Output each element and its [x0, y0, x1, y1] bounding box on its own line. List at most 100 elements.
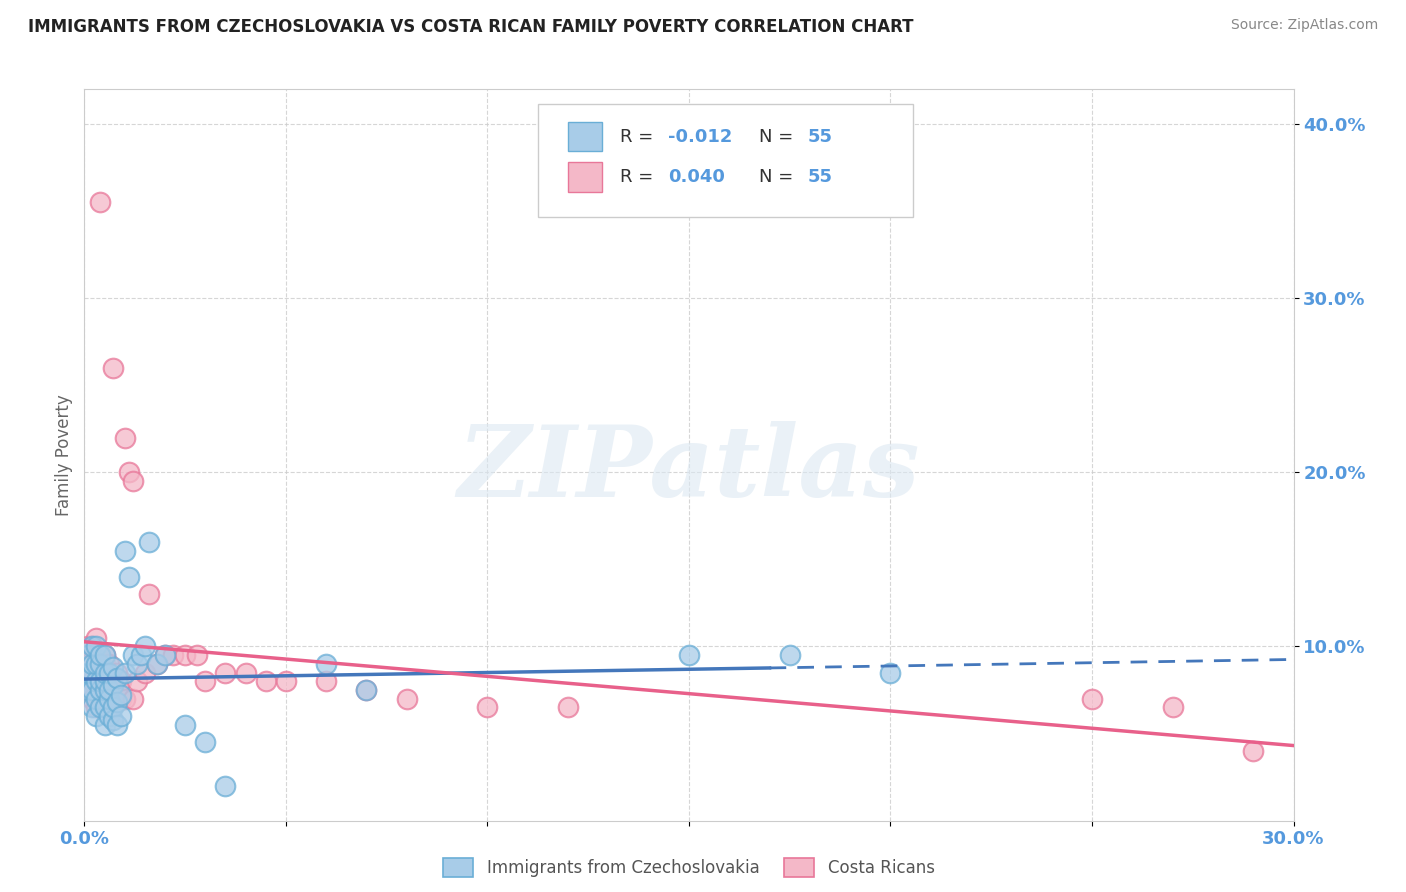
Point	[118, 466, 141, 480]
Point	[97, 674, 120, 689]
Text: 55: 55	[807, 168, 832, 186]
Point	[194, 735, 217, 749]
Point	[82, 683, 104, 698]
Point	[101, 660, 124, 674]
Point	[1081, 691, 1104, 706]
Point	[105, 671, 128, 685]
Point	[86, 674, 108, 689]
Point	[235, 665, 257, 680]
Point	[97, 657, 120, 671]
Y-axis label: Family Poverty: Family Poverty	[55, 394, 73, 516]
Point	[162, 648, 184, 663]
Point	[254, 674, 277, 689]
Point	[86, 640, 108, 654]
Point	[97, 709, 120, 723]
Point	[77, 683, 100, 698]
Point	[134, 640, 156, 654]
Point	[129, 648, 152, 663]
Point	[125, 674, 148, 689]
Legend: Immigrants from Czechoslovakia, Costa Ricans: Immigrants from Czechoslovakia, Costa Ri…	[434, 850, 943, 886]
Point	[93, 691, 115, 706]
Point	[86, 657, 108, 671]
Point	[89, 700, 111, 714]
Point	[89, 648, 111, 663]
Text: Source: ZipAtlas.com: Source: ZipAtlas.com	[1230, 18, 1378, 32]
Point	[274, 674, 297, 689]
Point	[121, 474, 143, 488]
Point	[105, 665, 128, 680]
Point	[82, 674, 104, 689]
Point	[395, 691, 418, 706]
Text: 55: 55	[807, 128, 832, 145]
Point	[121, 648, 143, 663]
Point	[97, 665, 120, 680]
Point	[86, 657, 108, 671]
Point	[114, 691, 136, 706]
Point	[174, 718, 197, 732]
FancyBboxPatch shape	[538, 103, 912, 218]
Point	[77, 665, 100, 680]
Bar	[568, 162, 602, 192]
Point	[315, 657, 337, 671]
Point	[101, 674, 124, 689]
Point	[93, 674, 115, 689]
Point	[356, 683, 378, 698]
Text: ZIPatlas: ZIPatlas	[458, 421, 920, 517]
Bar	[568, 122, 602, 152]
Point	[89, 691, 111, 706]
Point	[77, 648, 100, 663]
Point	[174, 648, 197, 663]
Point	[82, 700, 104, 714]
Text: 0.040: 0.040	[668, 168, 725, 186]
Point	[105, 718, 128, 732]
Point	[194, 674, 217, 689]
Text: N =: N =	[759, 168, 799, 186]
Point	[89, 195, 111, 210]
Point	[138, 535, 160, 549]
Point	[77, 640, 100, 654]
Point	[97, 683, 120, 698]
Point	[89, 683, 111, 698]
Point	[82, 640, 104, 654]
Point	[82, 657, 104, 671]
Point	[82, 665, 104, 680]
Point	[138, 587, 160, 601]
Point	[93, 648, 115, 663]
Point	[134, 665, 156, 680]
Point	[110, 709, 132, 723]
Point	[101, 700, 124, 714]
Point	[114, 430, 136, 444]
Point	[146, 657, 169, 671]
Point	[101, 691, 124, 706]
Point	[93, 648, 115, 663]
Point	[82, 691, 104, 706]
Point	[110, 674, 132, 689]
Point	[105, 695, 128, 709]
Point	[779, 648, 801, 663]
Point	[86, 709, 108, 723]
Point	[97, 691, 120, 706]
Point	[110, 691, 132, 706]
Point	[1241, 744, 1264, 758]
Point	[93, 683, 115, 698]
Point	[477, 700, 499, 714]
Point	[82, 657, 104, 671]
Point	[86, 691, 108, 706]
Point	[93, 674, 115, 689]
Point	[118, 570, 141, 584]
Point	[114, 665, 136, 680]
Point	[89, 674, 111, 689]
Point	[93, 700, 115, 714]
Point	[356, 683, 378, 698]
Point	[93, 657, 115, 671]
Point	[678, 648, 700, 663]
Point	[89, 674, 111, 689]
Point	[105, 683, 128, 698]
Point	[89, 657, 111, 671]
Point	[153, 648, 176, 663]
Point	[153, 648, 176, 663]
Point	[879, 665, 901, 680]
Point	[114, 543, 136, 558]
Point	[93, 665, 115, 680]
Text: R =: R =	[620, 168, 659, 186]
